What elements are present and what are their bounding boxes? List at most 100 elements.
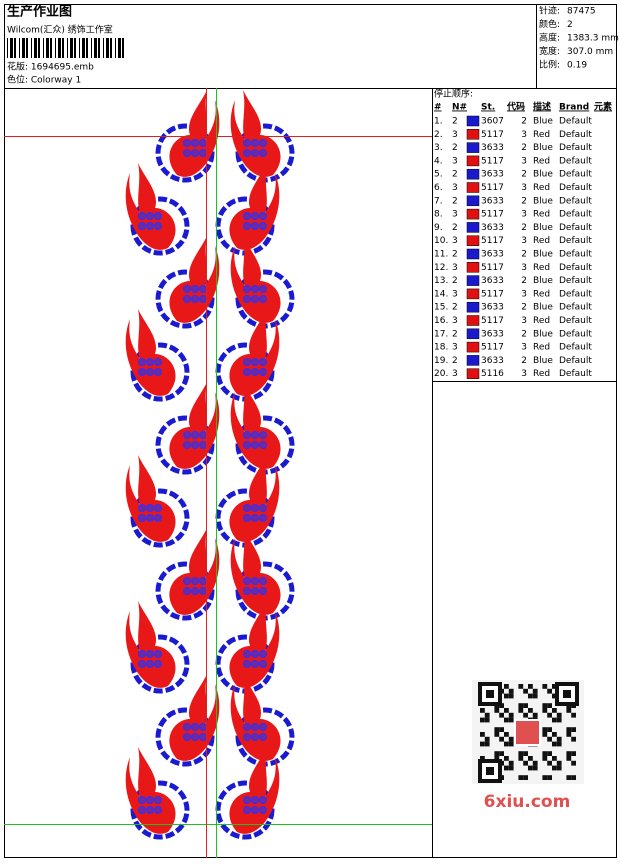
bead [154, 514, 162, 522]
bead [154, 368, 162, 376]
code: 3 [521, 263, 527, 273]
color-swatch [466, 222, 480, 233]
code: 3 [521, 183, 527, 193]
qr-cell [542, 756, 548, 761]
bead [191, 295, 199, 303]
color-swatch [466, 355, 480, 366]
bar-stripe [79, 38, 80, 58]
bar-stripe [50, 38, 52, 58]
colorway: 色位: Colorway 1 [7, 74, 81, 86]
qr-logo [514, 719, 541, 746]
code: 3 [521, 236, 527, 246]
bead [259, 577, 267, 585]
qr-cell [532, 688, 538, 694]
row-number: 3. [434, 143, 443, 153]
bar-stripe [74, 38, 76, 58]
row-number: 13. [434, 276, 448, 286]
description: Blue [533, 196, 553, 206]
qr-cell [566, 756, 572, 761]
qr-cell [484, 736, 490, 742]
bead [154, 806, 162, 814]
qr-cell [480, 756, 485, 761]
code: 2 [521, 329, 527, 339]
qr-cell [528, 708, 533, 713]
qr-cell [552, 708, 557, 713]
bead [199, 441, 207, 449]
info-label: 颜色: [539, 18, 560, 30]
qr-cell [542, 708, 548, 713]
qr-cell [508, 760, 514, 766]
row-number: 14. [434, 289, 448, 299]
bar-stripe [110, 38, 112, 58]
flame [230, 90, 281, 177]
qr-cell [518, 708, 524, 713]
brand: Default [559, 343, 592, 353]
qr-cell [547, 751, 552, 756]
qr-cell [571, 760, 576, 766]
qr-cell [508, 712, 514, 718]
row-number: 2. [434, 130, 443, 140]
description: Red [533, 263, 550, 273]
qr-cell [508, 736, 514, 742]
qr-cell [566, 708, 572, 713]
bead [183, 285, 191, 293]
info-label: 比例: [539, 59, 560, 71]
qr-cell [571, 712, 576, 718]
bar-stripe [103, 38, 104, 58]
needle: 2 [452, 356, 458, 366]
color-swatch [466, 129, 480, 140]
needle: 2 [452, 329, 458, 339]
bead [243, 358, 251, 366]
code: 2 [521, 303, 527, 313]
stitch-code: 5117 [481, 210, 504, 220]
bead [146, 660, 154, 668]
qr-cell [552, 741, 557, 747]
qr-cell [547, 703, 552, 708]
description: Red [533, 236, 550, 246]
bead [191, 431, 199, 439]
description: Red [533, 183, 550, 193]
bead [154, 504, 162, 512]
qr-cell [571, 751, 576, 756]
qr-cell [523, 760, 528, 766]
qr-cell [542, 775, 548, 780]
qr-cell [518, 756, 524, 761]
qr-cell [494, 756, 500, 761]
flame [230, 528, 281, 615]
info-label: 宽度: [539, 45, 560, 57]
row-number: 18. [434, 343, 448, 353]
qr-cell [480, 732, 485, 737]
qr-cell [499, 751, 504, 756]
description: Red [533, 316, 550, 326]
flame [230, 674, 281, 761]
stitch-code: 5117 [481, 263, 504, 273]
code: 2 [521, 143, 527, 153]
color-swatch [466, 208, 480, 220]
color-swatch [466, 328, 480, 340]
row-number: 12. [434, 263, 448, 273]
qr-cell [571, 775, 576, 780]
code: 3 [521, 289, 527, 299]
qr-cell [523, 703, 528, 708]
bead [259, 733, 267, 741]
bead [146, 514, 154, 522]
bead [259, 514, 267, 522]
needle: 3 [452, 289, 458, 299]
bead [251, 504, 259, 512]
needle: 3 [452, 236, 458, 246]
brand: Default [559, 356, 592, 366]
needle: 3 [452, 210, 458, 220]
bead [243, 587, 251, 595]
bead [154, 212, 162, 220]
color-swatch [466, 248, 480, 260]
column-header: # [434, 103, 442, 113]
qr-cell [532, 712, 538, 718]
bead [243, 806, 251, 814]
column-header: 描述 [533, 101, 551, 113]
description: Red [533, 156, 550, 166]
needle: 2 [452, 117, 458, 127]
bar-stripe [22, 38, 25, 58]
needle: 3 [452, 183, 458, 193]
qr-cell [504, 693, 509, 699]
color-swatch [466, 341, 480, 353]
